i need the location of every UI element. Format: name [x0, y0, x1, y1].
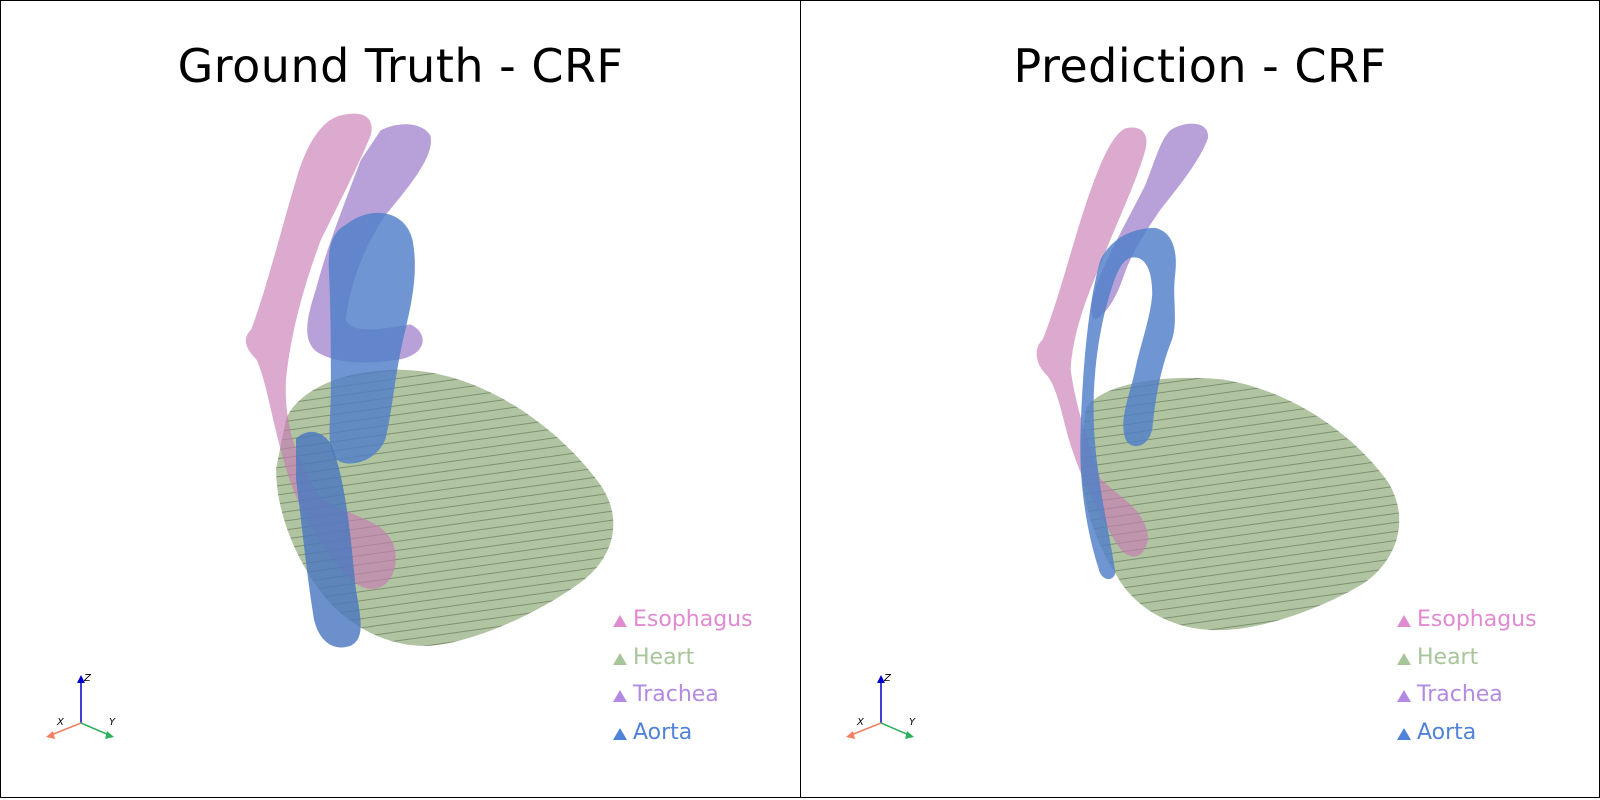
legend-item-aorta: Aorta — [611, 720, 753, 758]
axis-label-y: Y — [109, 717, 116, 728]
aorta-mesh — [296, 212, 415, 648]
legend-item-trachea: Trachea — [1395, 682, 1537, 720]
triangle-marker-icon — [613, 690, 627, 702]
orientation-axes-icon: Z X Y — [46, 673, 116, 739]
axis-label-x: X — [856, 717, 865, 728]
axis-label-z: Z — [83, 673, 92, 684]
triangle-marker-icon — [613, 727, 627, 740]
legend-item-heart: Heart — [611, 645, 753, 683]
triangle-marker-icon — [1397, 615, 1411, 627]
axis-label-z: Z — [883, 673, 892, 684]
panel-title: Ground Truth - CRF — [177, 39, 624, 93]
render-viewport[interactable] — [1, 1, 800, 797]
aorta-mesh — [1080, 227, 1176, 580]
legend-label: Esophagus — [1417, 607, 1537, 632]
legend-label: Trachea — [633, 682, 719, 707]
prediction-panel: Prediction - CRF Esophagus — [800, 0, 1600, 798]
legend-label: Esophagus — [633, 607, 753, 632]
triangle-marker-icon — [613, 615, 627, 627]
legend: Esophagus Heart Trachea Aorta — [611, 607, 753, 757]
triangle-marker-icon — [1397, 652, 1411, 665]
legend-label: Heart — [1417, 644, 1479, 670]
legend-label: Aorta — [633, 719, 693, 745]
ground-truth-panel: Ground Truth - CRF Esophagu — [0, 0, 801, 798]
trachea-mesh — [1091, 123, 1209, 320]
axis-label-y: Y — [909, 717, 916, 728]
triangle-marker-icon — [613, 652, 627, 665]
legend-item-esophagus: Esophagus — [611, 607, 753, 645]
legend-item-aorta: Aorta — [1395, 720, 1537, 758]
triangle-marker-icon — [1397, 727, 1411, 740]
esophagus-mesh — [245, 113, 396, 589]
panel-title: Prediction - CRF — [1013, 39, 1387, 93]
legend-item-esophagus: Esophagus — [1395, 607, 1537, 645]
orientation-axes-icon: Z X Y — [846, 673, 916, 739]
legend-item-trachea: Trachea — [611, 682, 753, 720]
legend: Esophagus Heart Trachea Aorta — [1395, 607, 1537, 757]
axis-label-x: X — [56, 717, 65, 728]
heart-mesh — [1080, 377, 1400, 631]
legend-label: Trachea — [1417, 682, 1503, 707]
legend-label: Aorta — [1417, 719, 1477, 745]
legend-item-heart: Heart — [1395, 645, 1537, 683]
legend-label: Heart — [633, 644, 695, 670]
triangle-marker-icon — [1397, 690, 1411, 702]
render-viewport[interactable] — [801, 1, 1599, 797]
